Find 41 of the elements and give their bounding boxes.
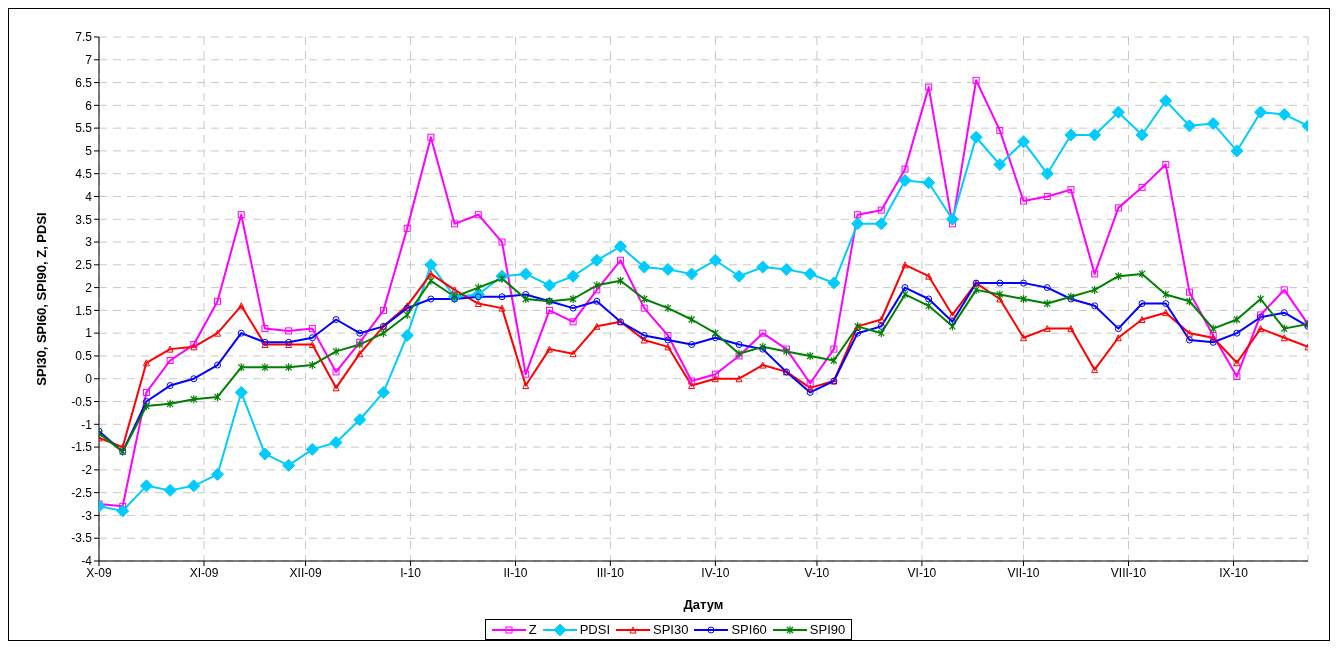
y-tick-label: 4.5 xyxy=(75,166,93,181)
y-tick-label: 5 xyxy=(85,144,93,159)
y-tick-label: 1.5 xyxy=(75,303,93,318)
x-tick-label: XII-09 xyxy=(289,565,322,580)
x-tick-label: VI-10 xyxy=(907,565,937,580)
x-tick-label: II-10 xyxy=(503,565,528,580)
legend-label: SPI90 xyxy=(809,622,846,637)
x-tick-label: VIII-10 xyxy=(1110,565,1147,580)
y-tick-label: -3.5 xyxy=(71,531,93,546)
y-tick-label: 0.5 xyxy=(75,349,93,364)
x-tick-label: IX-10 xyxy=(1219,565,1249,580)
x-tick-label: V-10 xyxy=(804,565,830,580)
y-tick-label: 5.5 xyxy=(75,121,93,136)
y-tick-label: -2.5 xyxy=(71,485,93,500)
y-tick-label: 6.5 xyxy=(75,75,93,90)
y-tick-label: -3 xyxy=(81,508,93,523)
x-tick-label: IV-10 xyxy=(701,565,730,580)
legend-label: Z xyxy=(528,622,537,637)
y-tick-label: 2.5 xyxy=(75,258,93,273)
y-tick-label: 0 xyxy=(85,372,93,386)
legend-label: SPI60 xyxy=(731,622,767,637)
y-tick-label: -0.5 xyxy=(71,394,93,409)
x-tick-label: III-10 xyxy=(596,565,625,580)
legend-label: PDSI xyxy=(579,622,611,637)
x-tick-label: I-10 xyxy=(400,565,422,580)
y-tick-label: -1.5 xyxy=(71,440,93,455)
legend-label: SPI30 xyxy=(653,622,689,637)
y-tick-label: 3 xyxy=(85,235,93,250)
y-tick-label: 3.5 xyxy=(75,212,93,227)
y-tick-label: 6 xyxy=(85,98,93,113)
x-tick-label: VII-10 xyxy=(1007,565,1040,580)
y-tick-label: 7 xyxy=(85,53,93,68)
y-tick-label: 7.5 xyxy=(75,30,93,45)
y-tick-label: -1 xyxy=(81,417,93,432)
x-tick-label: XI-09 xyxy=(189,565,219,580)
y-tick-label: 4 xyxy=(85,189,93,204)
y-tick-label: -2 xyxy=(81,463,93,478)
x-axis-title: Датум xyxy=(683,597,724,612)
y-axis-title: SPI30, SPI60, SPI90, Z, PDSI xyxy=(33,212,49,386)
y-tick-label: 1 xyxy=(85,326,93,341)
y-tick-label: 2 xyxy=(85,280,93,295)
